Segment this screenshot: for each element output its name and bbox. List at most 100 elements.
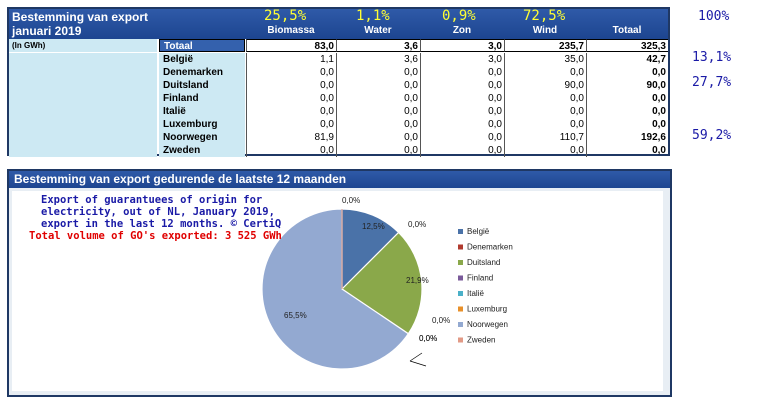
data-label-noorwegen: 65,5%	[284, 311, 307, 320]
legend-label: Luxemburg	[467, 305, 507, 314]
share-noorwegen: 59,2%	[692, 128, 732, 143]
cell-totaal: 0,0	[586, 118, 668, 131]
cell-biomassa: 0,0	[246, 118, 336, 131]
cell-totaal: 0,0	[586, 105, 668, 118]
left-spacer	[9, 105, 157, 118]
table-row: Italië 0,0 0,0 0,0 0,0 0,0	[9, 105, 668, 118]
col-header-biomassa: Biomassa	[267, 25, 315, 36]
chart-panel: Bestemming van export gedurende de laats…	[7, 169, 672, 397]
row-name: Italië	[159, 105, 245, 118]
cell-zon: 3,0	[420, 53, 504, 66]
table-subtitle: januari 2019	[12, 24, 82, 38]
cell-wind: 0,0	[504, 118, 586, 131]
share-belgie: 13,1%	[692, 50, 732, 65]
data-label-italië: 0,0%	[432, 316, 450, 325]
cell-totaal: 192,6	[586, 131, 668, 144]
cell-wind: 0,0	[504, 105, 586, 118]
share-zon: 0,9%	[442, 8, 476, 24]
table-row: Finland 0,0 0,0 0,0 0,0 0,0	[9, 92, 668, 105]
left-spacer	[9, 144, 157, 157]
cell-water: 0,0	[336, 79, 420, 92]
unit-label: (In GWh)	[12, 41, 46, 50]
cell-totaal: 0,0	[586, 144, 668, 157]
table-row: Zweden 0,0 0,0 0,0 0,0 0,0	[9, 144, 668, 157]
data-label-finland: 0,0%	[408, 220, 426, 229]
cell-totaal: 0,0	[586, 66, 668, 79]
cell-wind: 35,0	[504, 53, 586, 66]
legend-swatch	[458, 291, 463, 296]
cell-zon: 0,0	[420, 79, 504, 92]
legend-label: Duitsland	[467, 258, 500, 267]
table-row: Noorwegen 81,9 0,0 0,0 110,7 192,6	[9, 131, 668, 144]
cell-biomassa: 0,0	[246, 105, 336, 118]
cell-wind: 0,0	[504, 92, 586, 105]
cell-wind: 0,0	[504, 144, 586, 157]
cell-biomassa: 0,0	[246, 144, 336, 157]
legend-label: Noorwegen	[467, 320, 508, 329]
cell-zon: 0,0	[420, 66, 504, 79]
left-spacer	[9, 92, 157, 105]
data-label-denemarken: 0,0%	[342, 196, 360, 205]
row-name: Denemarken	[159, 66, 245, 79]
row-name: Zweden	[159, 144, 245, 157]
total-share-label: 100%	[698, 9, 730, 24]
caption-line: Export of guarantuees of origin for	[41, 194, 263, 206]
col-header-totaal: Totaal	[612, 25, 642, 36]
cell-water: 0,0	[336, 118, 420, 131]
cell-zon: 0,0	[420, 144, 504, 157]
data-label-duitsland: 21,9%	[406, 276, 429, 285]
col-header-zon: Zon	[452, 25, 472, 36]
chart-area: 12,5% 0,0% 21,9% 0,0% 0,0% 0,0% 65,5% 0,0% Belgi…	[12, 191, 663, 391]
cell-biomassa: 83,0	[246, 39, 336, 52]
cell-biomassa: 0,0	[246, 66, 336, 79]
legend-swatch	[458, 244, 463, 250]
cell-zon: 0,0	[420, 105, 504, 118]
cell-totaal: 42,7	[586, 53, 668, 66]
data-label-belgië: 12,5%	[362, 222, 385, 231]
share-biomassa: 25,5%	[264, 8, 307, 24]
data-label-luxemburg: 0,0%	[419, 334, 437, 343]
chart-header: Bestemming van export gedurende de laats…	[9, 171, 670, 188]
left-spacer	[9, 66, 157, 79]
table-row: Denemarken 0,0 0,0 0,0 0,0 0,0	[9, 66, 668, 79]
caption-line: electricity, out of NL, January 2019,	[41, 206, 275, 218]
pie-slice-duitsland	[341, 231, 423, 335]
leader-line	[409, 352, 423, 362]
cell-water: 0,0	[336, 131, 420, 144]
legend-label: Finland	[467, 274, 493, 283]
cell-biomassa: 0,0	[246, 92, 336, 105]
share-wind: 72,5%	[523, 8, 566, 24]
col-header-water: Water	[364, 25, 392, 36]
legend-swatch	[458, 337, 463, 343]
legend-label: België	[467, 227, 490, 236]
cell-water: 0,0	[336, 144, 420, 157]
left-spacer	[9, 118, 157, 131]
col-header-wind: Wind	[532, 25, 558, 36]
cell-biomassa: 81,9	[246, 131, 336, 144]
cell-water: 3,6	[336, 53, 420, 66]
cell-water: 0,0	[336, 105, 420, 118]
left-spacer	[9, 79, 157, 92]
cell-wind: 110,7	[504, 131, 586, 144]
cell-wind: 0,0	[504, 66, 586, 79]
legend-label: Denemarken	[467, 243, 513, 252]
pie-slice-noorwegen	[261, 208, 410, 370]
caption-block: Export of guarantuees of origin for elec…	[29, 194, 282, 242]
cell-totaal: 90,0	[586, 79, 668, 92]
pie-chart: 12,5%0,0%21,9%0,0%0,0%0,0%65,5%0,0%Belgi…	[261, 196, 513, 370]
cell-totaal: 325,3	[586, 39, 668, 52]
row-name: Totaal	[159, 39, 245, 52]
cell-zon: 3,0	[420, 39, 504, 52]
cell-zon: 0,0	[420, 131, 504, 144]
cell-zon: 0,0	[420, 118, 504, 131]
cell-zon: 0,0	[420, 92, 504, 105]
cell-biomassa: 1,1	[246, 53, 336, 66]
table-row-total: (In GWh) Totaal 83,0 3,6 3,0 235,7 325,3	[9, 39, 668, 52]
legend-label: Italië	[467, 289, 484, 298]
chart-title: Bestemming van export gedurende de laats…	[14, 172, 347, 186]
legend-swatch	[458, 322, 463, 327]
cell-biomassa: 0,0	[246, 79, 336, 92]
cell-wind: 90,0	[504, 79, 586, 92]
pie-slice-belgië	[341, 208, 400, 291]
row-name: Luxemburg	[159, 118, 245, 131]
